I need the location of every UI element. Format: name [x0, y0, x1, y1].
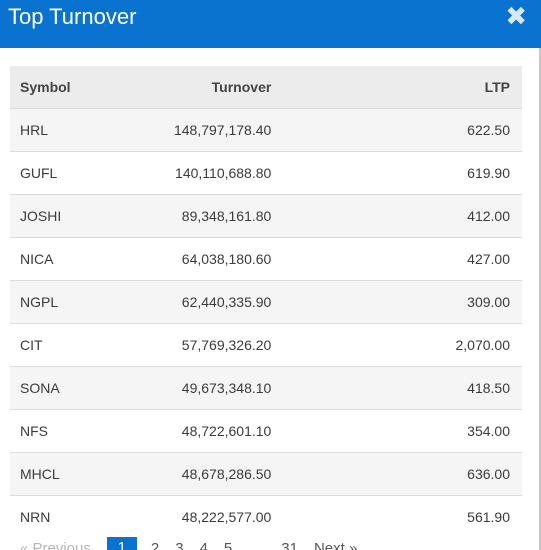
- cell-ltp: 418.50: [467, 379, 510, 396]
- cell-symbol: SONA: [20, 379, 60, 396]
- pagination: « Previous 1 2 3 4 5 … 31 Next »: [20, 536, 373, 550]
- header-turnover[interactable]: Turnover: [211, 78, 272, 95]
- cell-ltp: 427.00: [467, 250, 510, 267]
- table-row[interactable]: NFS 48,722,601.10 354.00: [10, 409, 522, 452]
- cell-symbol: JOSHI: [20, 207, 62, 224]
- cell-ltp: 619.90: [467, 164, 510, 181]
- cell-ltp: 309.00: [467, 293, 510, 310]
- table-row[interactable]: HRL 148,797,178.40 622.50: [10, 108, 522, 151]
- close-icon[interactable]: ✖: [505, 2, 527, 32]
- header-symbol[interactable]: Symbol: [20, 78, 71, 95]
- cell-turnover: 140,110,688.80: [175, 164, 272, 181]
- cell-ltp: 412.00: [467, 207, 510, 224]
- table-row[interactable]: SONA 49,673,348.10 418.50: [10, 366, 522, 409]
- pagination-previous[interactable]: « Previous: [20, 539, 91, 550]
- turnover-table-container: Symbol Turnover LTP HRL 148,797,178.40 6…: [10, 66, 522, 538]
- cell-ltp: 354.00: [467, 422, 510, 439]
- table-row[interactable]: NRN 48,222,577.00 561.90: [10, 495, 522, 538]
- cell-ltp: 561.90: [467, 508, 510, 525]
- cell-symbol: NICA: [20, 250, 54, 267]
- cell-ltp: 622.50: [467, 121, 510, 138]
- cell-ltp: 2,070.00: [455, 336, 511, 353]
- cell-ltp: 636.00: [467, 465, 510, 482]
- cell-turnover: 64,038,180.60: [181, 250, 272, 267]
- cell-turnover: 49,673,348.10: [181, 379, 272, 396]
- cell-symbol: NFS: [20, 422, 48, 439]
- cell-turnover: 48,722,601.10: [181, 422, 272, 439]
- cell-turnover: 89,348,161.80: [181, 207, 272, 224]
- cell-symbol: CIT: [20, 336, 43, 353]
- cell-symbol: MHCL: [20, 465, 60, 482]
- table-row[interactable]: NICA 64,038,180.60 427.00: [10, 237, 522, 280]
- table-row[interactable]: NGPL 62,440,335.90 309.00: [10, 280, 522, 323]
- cell-symbol: NRN: [20, 508, 51, 525]
- cell-symbol: HRL: [20, 121, 49, 138]
- cell-turnover: 57,769,326.20: [181, 336, 272, 353]
- cell-turnover: 148,797,178.40: [173, 121, 272, 138]
- cell-symbol: GUFL: [20, 164, 58, 181]
- pagination-page-4[interactable]: 4: [199, 539, 208, 550]
- table-row[interactable]: JOSHI 89,348,161.80 412.00: [10, 194, 522, 237]
- table-header-row: Symbol Turnover LTP: [10, 66, 522, 108]
- pagination-page-3[interactable]: 3: [175, 539, 184, 550]
- turnover-table: Symbol Turnover LTP HRL 148,797,178.40 6…: [10, 66, 522, 538]
- pagination-page-5[interactable]: 5: [223, 539, 233, 550]
- pagination-next[interactable]: Next »: [313, 539, 358, 550]
- cell-symbol: NGPL: [20, 293, 59, 310]
- pagination-page-1[interactable]: 1: [106, 537, 137, 550]
- modal-title: Top Turnover: [8, 4, 137, 29]
- cell-turnover: 48,222,577.00: [181, 508, 272, 525]
- table-row[interactable]: CIT 57,769,326.20 2,070.00: [10, 323, 522, 366]
- table-body: HRL 148,797,178.40 622.50 GUFL 140,110,6…: [10, 108, 522, 538]
- pagination-ellipsis: …: [248, 539, 264, 550]
- pagination-page-2[interactable]: 2: [150, 539, 160, 550]
- cell-turnover: 48,678,286.50: [181, 465, 272, 482]
- table-row[interactable]: GUFL 140,110,688.80 619.90: [10, 151, 522, 194]
- modal-header: Top Turnover ✖: [0, 0, 541, 48]
- table-row[interactable]: MHCL 48,678,286.50 636.00: [10, 452, 522, 495]
- pagination-page-last[interactable]: 31: [281, 539, 298, 550]
- scrollbar-edge: [539, 48, 541, 550]
- cell-turnover: 62,440,335.90: [181, 293, 272, 310]
- header-ltp[interactable]: LTP: [484, 78, 510, 95]
